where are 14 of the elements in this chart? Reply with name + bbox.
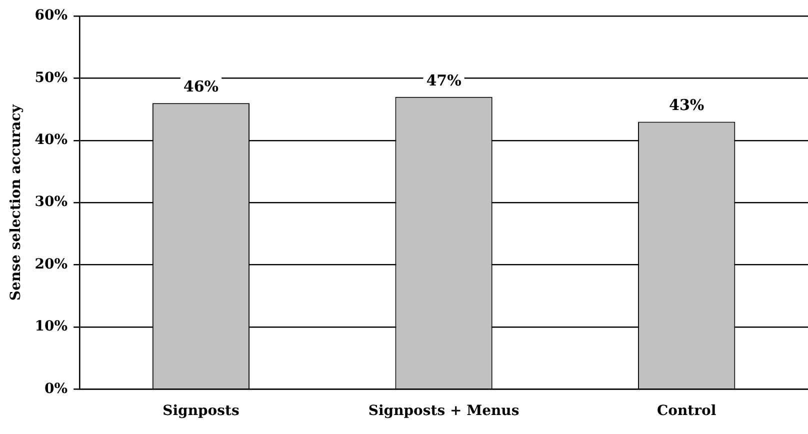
data-label: 43% — [669, 96, 704, 114]
y-axis-title: Sense selection accuracy — [8, 104, 24, 301]
y-tick-label: 60% — [34, 8, 68, 24]
x-tick-label: Signposts — [162, 403, 240, 420]
y-tick-label: 10% — [34, 318, 68, 335]
y-tick-label: 40% — [34, 132, 68, 148]
x-tick-label: Signposts + Menus — [368, 403, 520, 420]
data-label: 46% — [183, 77, 219, 96]
y-tick-label: 0% — [44, 380, 68, 397]
x-tick-label: Control — [657, 403, 716, 420]
y-tick-label: 20% — [34, 256, 68, 272]
y-tick-label: 30% — [34, 194, 68, 210]
y-tick-label: 50% — [34, 70, 68, 86]
data-label: 47% — [426, 71, 462, 90]
